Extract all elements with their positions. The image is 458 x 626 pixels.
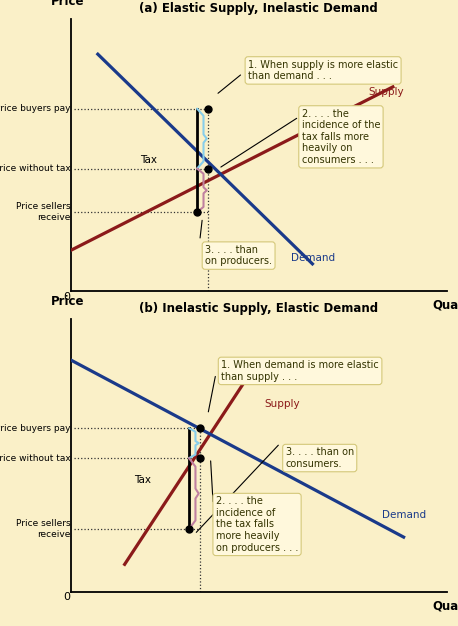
Text: 0: 0: [63, 592, 70, 602]
Text: Price buyers pay: Price buyers pay: [0, 424, 71, 433]
Text: 3. . . . than
on producers.: 3. . . . than on producers.: [205, 245, 272, 267]
Y-axis label: Price: Price: [50, 295, 84, 309]
Text: 2. . . . the
incidence of
the tax falls
more heavily
on producers . . .: 2. . . . the incidence of the tax falls …: [216, 496, 298, 553]
Title: (b) Inelastic Supply, Elastic Demand: (b) Inelastic Supply, Elastic Demand: [139, 302, 378, 316]
Text: 0: 0: [63, 292, 70, 302]
Text: 1. When demand is more elastic
than supply . . .: 1. When demand is more elastic than supp…: [221, 360, 379, 382]
Y-axis label: Price: Price: [50, 0, 84, 8]
Text: Demand: Demand: [291, 254, 335, 264]
Text: Supply: Supply: [369, 87, 404, 97]
Text: Tax: Tax: [140, 155, 157, 165]
Text: Demand: Demand: [382, 510, 426, 520]
Text: Price sellers
receive: Price sellers receive: [16, 519, 71, 539]
Text: Price buyers pay: Price buyers pay: [0, 104, 71, 113]
Text: Supply: Supply: [264, 399, 300, 409]
Text: 3. . . . than on
consumers.: 3. . . . than on consumers.: [286, 447, 354, 469]
Title: (a) Elastic Supply, Inelastic Demand: (a) Elastic Supply, Inelastic Demand: [139, 2, 378, 15]
Text: 2. . . . the
incidence of the
tax falls more
heavily on
consumers . . .: 2. . . . the incidence of the tax falls …: [302, 109, 380, 165]
Text: Price sellers
receive: Price sellers receive: [16, 202, 71, 222]
Text: Tax: Tax: [135, 475, 152, 485]
Text: 1. When supply is more elastic
than demand . . .: 1. When supply is more elastic than dema…: [248, 59, 398, 81]
X-axis label: Quantity: Quantity: [433, 600, 458, 613]
Text: Price without tax: Price without tax: [0, 164, 71, 173]
Text: Price without tax: Price without tax: [0, 454, 71, 463]
X-axis label: Quantity: Quantity: [433, 299, 458, 312]
